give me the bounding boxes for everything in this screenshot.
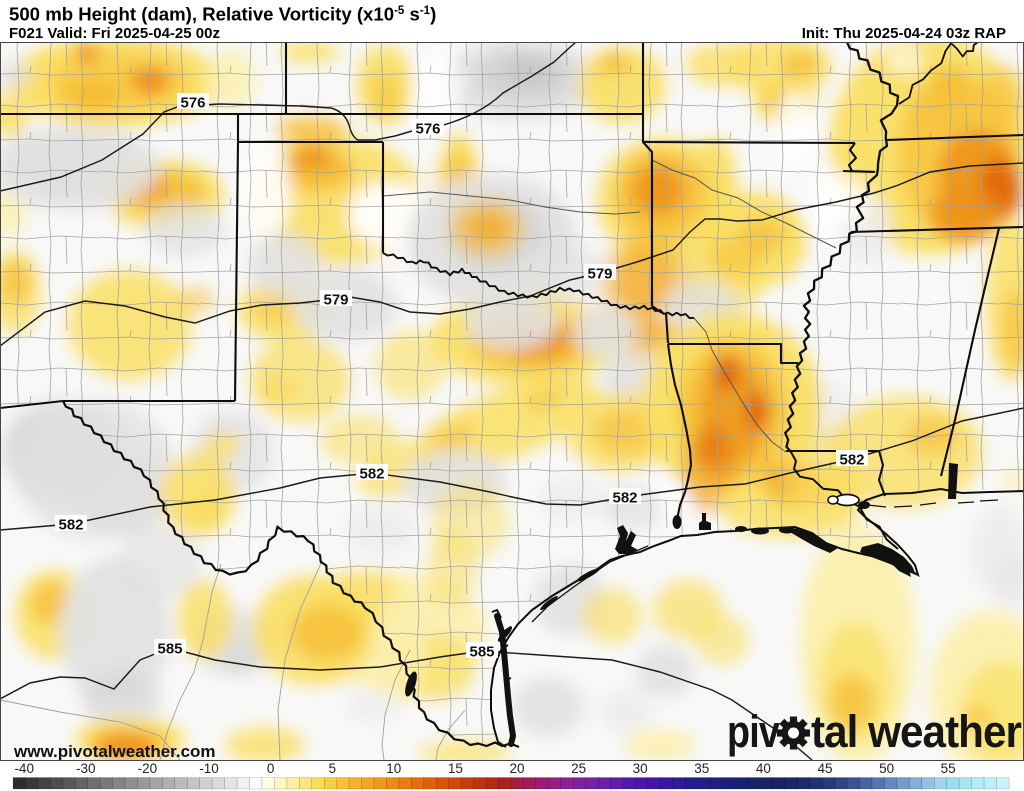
- svg-text:576: 576: [415, 121, 440, 138]
- svg-text:tal weather: tal weather: [811, 706, 1021, 757]
- svg-text:10: 10: [386, 761, 401, 776]
- svg-text:45: 45: [817, 761, 832, 776]
- svg-text:-30: -30: [76, 761, 96, 776]
- svg-text:579: 579: [587, 266, 612, 283]
- svg-text:30: 30: [633, 761, 648, 776]
- svg-text:500 mb Height (dam), Relative: 500 mb Height (dam), Relative Vorticity …: [9, 4, 436, 25]
- svg-text:576: 576: [180, 95, 205, 112]
- svg-text:F021 Valid: Fri 2025-04-25 00z: F021 Valid: Fri 2025-04-25 00z: [9, 25, 220, 42]
- svg-text:585: 585: [157, 641, 182, 658]
- svg-text:15: 15: [448, 761, 463, 776]
- svg-text:582: 582: [612, 490, 637, 507]
- svg-text:579: 579: [323, 292, 348, 309]
- svg-text:-40: -40: [14, 761, 34, 776]
- svg-text:5: 5: [328, 761, 336, 776]
- svg-text:50: 50: [879, 761, 894, 776]
- svg-text:40: 40: [756, 761, 771, 776]
- svg-text:Init: Thu 2025-04-24 03z RAP: Init: Thu 2025-04-24 03z RAP: [802, 25, 1006, 42]
- svg-text:www.pivotalweather.com: www.pivotalweather.com: [13, 742, 216, 761]
- svg-text:35: 35: [694, 761, 709, 776]
- svg-text:25: 25: [571, 761, 586, 776]
- svg-text:piv: piv: [727, 706, 780, 757]
- svg-text:-20: -20: [138, 761, 158, 776]
- svg-text:20: 20: [509, 761, 524, 776]
- svg-text:582: 582: [359, 466, 384, 483]
- svg-text:582: 582: [58, 517, 83, 534]
- svg-text:0: 0: [267, 761, 275, 776]
- svg-text:585: 585: [469, 644, 494, 661]
- svg-text:582: 582: [839, 452, 864, 469]
- svg-text:-10: -10: [199, 761, 219, 776]
- svg-text:55: 55: [941, 761, 956, 776]
